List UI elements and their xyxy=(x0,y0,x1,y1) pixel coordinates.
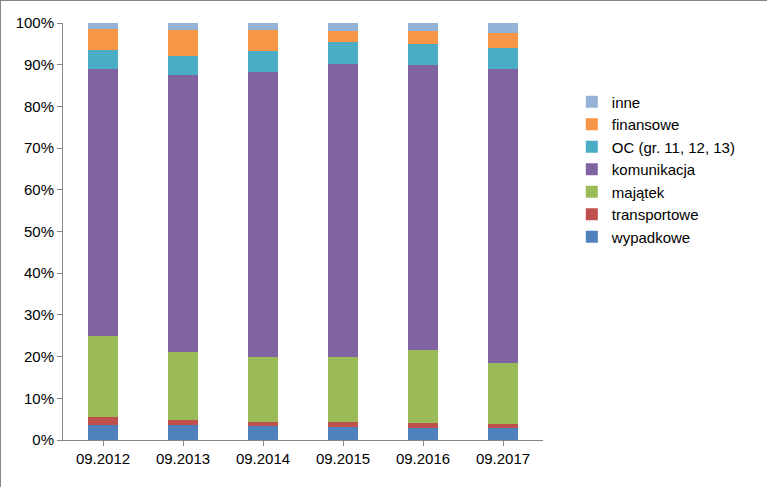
svg-text:50%: 50% xyxy=(24,223,54,240)
svg-text:09.2017: 09.2017 xyxy=(476,450,530,467)
svg-text:20%: 20% xyxy=(24,348,54,365)
svg-text:09.2016: 09.2016 xyxy=(396,450,450,467)
svg-text:09.2012: 09.2012 xyxy=(76,450,130,467)
svg-text:80%: 80% xyxy=(24,98,54,115)
svg-text:60%: 60% xyxy=(24,181,54,198)
svg-text:09.2013: 09.2013 xyxy=(156,450,210,467)
svg-text:09.2014: 09.2014 xyxy=(236,450,290,467)
svg-text:finansowe: finansowe xyxy=(612,116,680,133)
svg-text:OC (gr. 11, 12, 13): OC (gr. 11, 12, 13) xyxy=(612,139,735,156)
svg-text:inne: inne xyxy=(612,94,640,111)
svg-text:70%: 70% xyxy=(24,139,54,156)
svg-text:transportowe: transportowe xyxy=(612,206,699,223)
svg-text:09.2015: 09.2015 xyxy=(316,450,370,467)
svg-text:10%: 10% xyxy=(24,390,54,407)
svg-text:100%: 100% xyxy=(16,14,54,31)
svg-text:wypadkowe: wypadkowe xyxy=(611,229,690,246)
svg-text:30%: 30% xyxy=(24,306,54,323)
svg-text:90%: 90% xyxy=(24,56,54,73)
svg-text:majątek: majątek xyxy=(612,184,665,201)
svg-text:0%: 0% xyxy=(32,431,54,448)
svg-text:40%: 40% xyxy=(24,264,54,281)
svg-text:komunikacja: komunikacja xyxy=(612,161,696,178)
